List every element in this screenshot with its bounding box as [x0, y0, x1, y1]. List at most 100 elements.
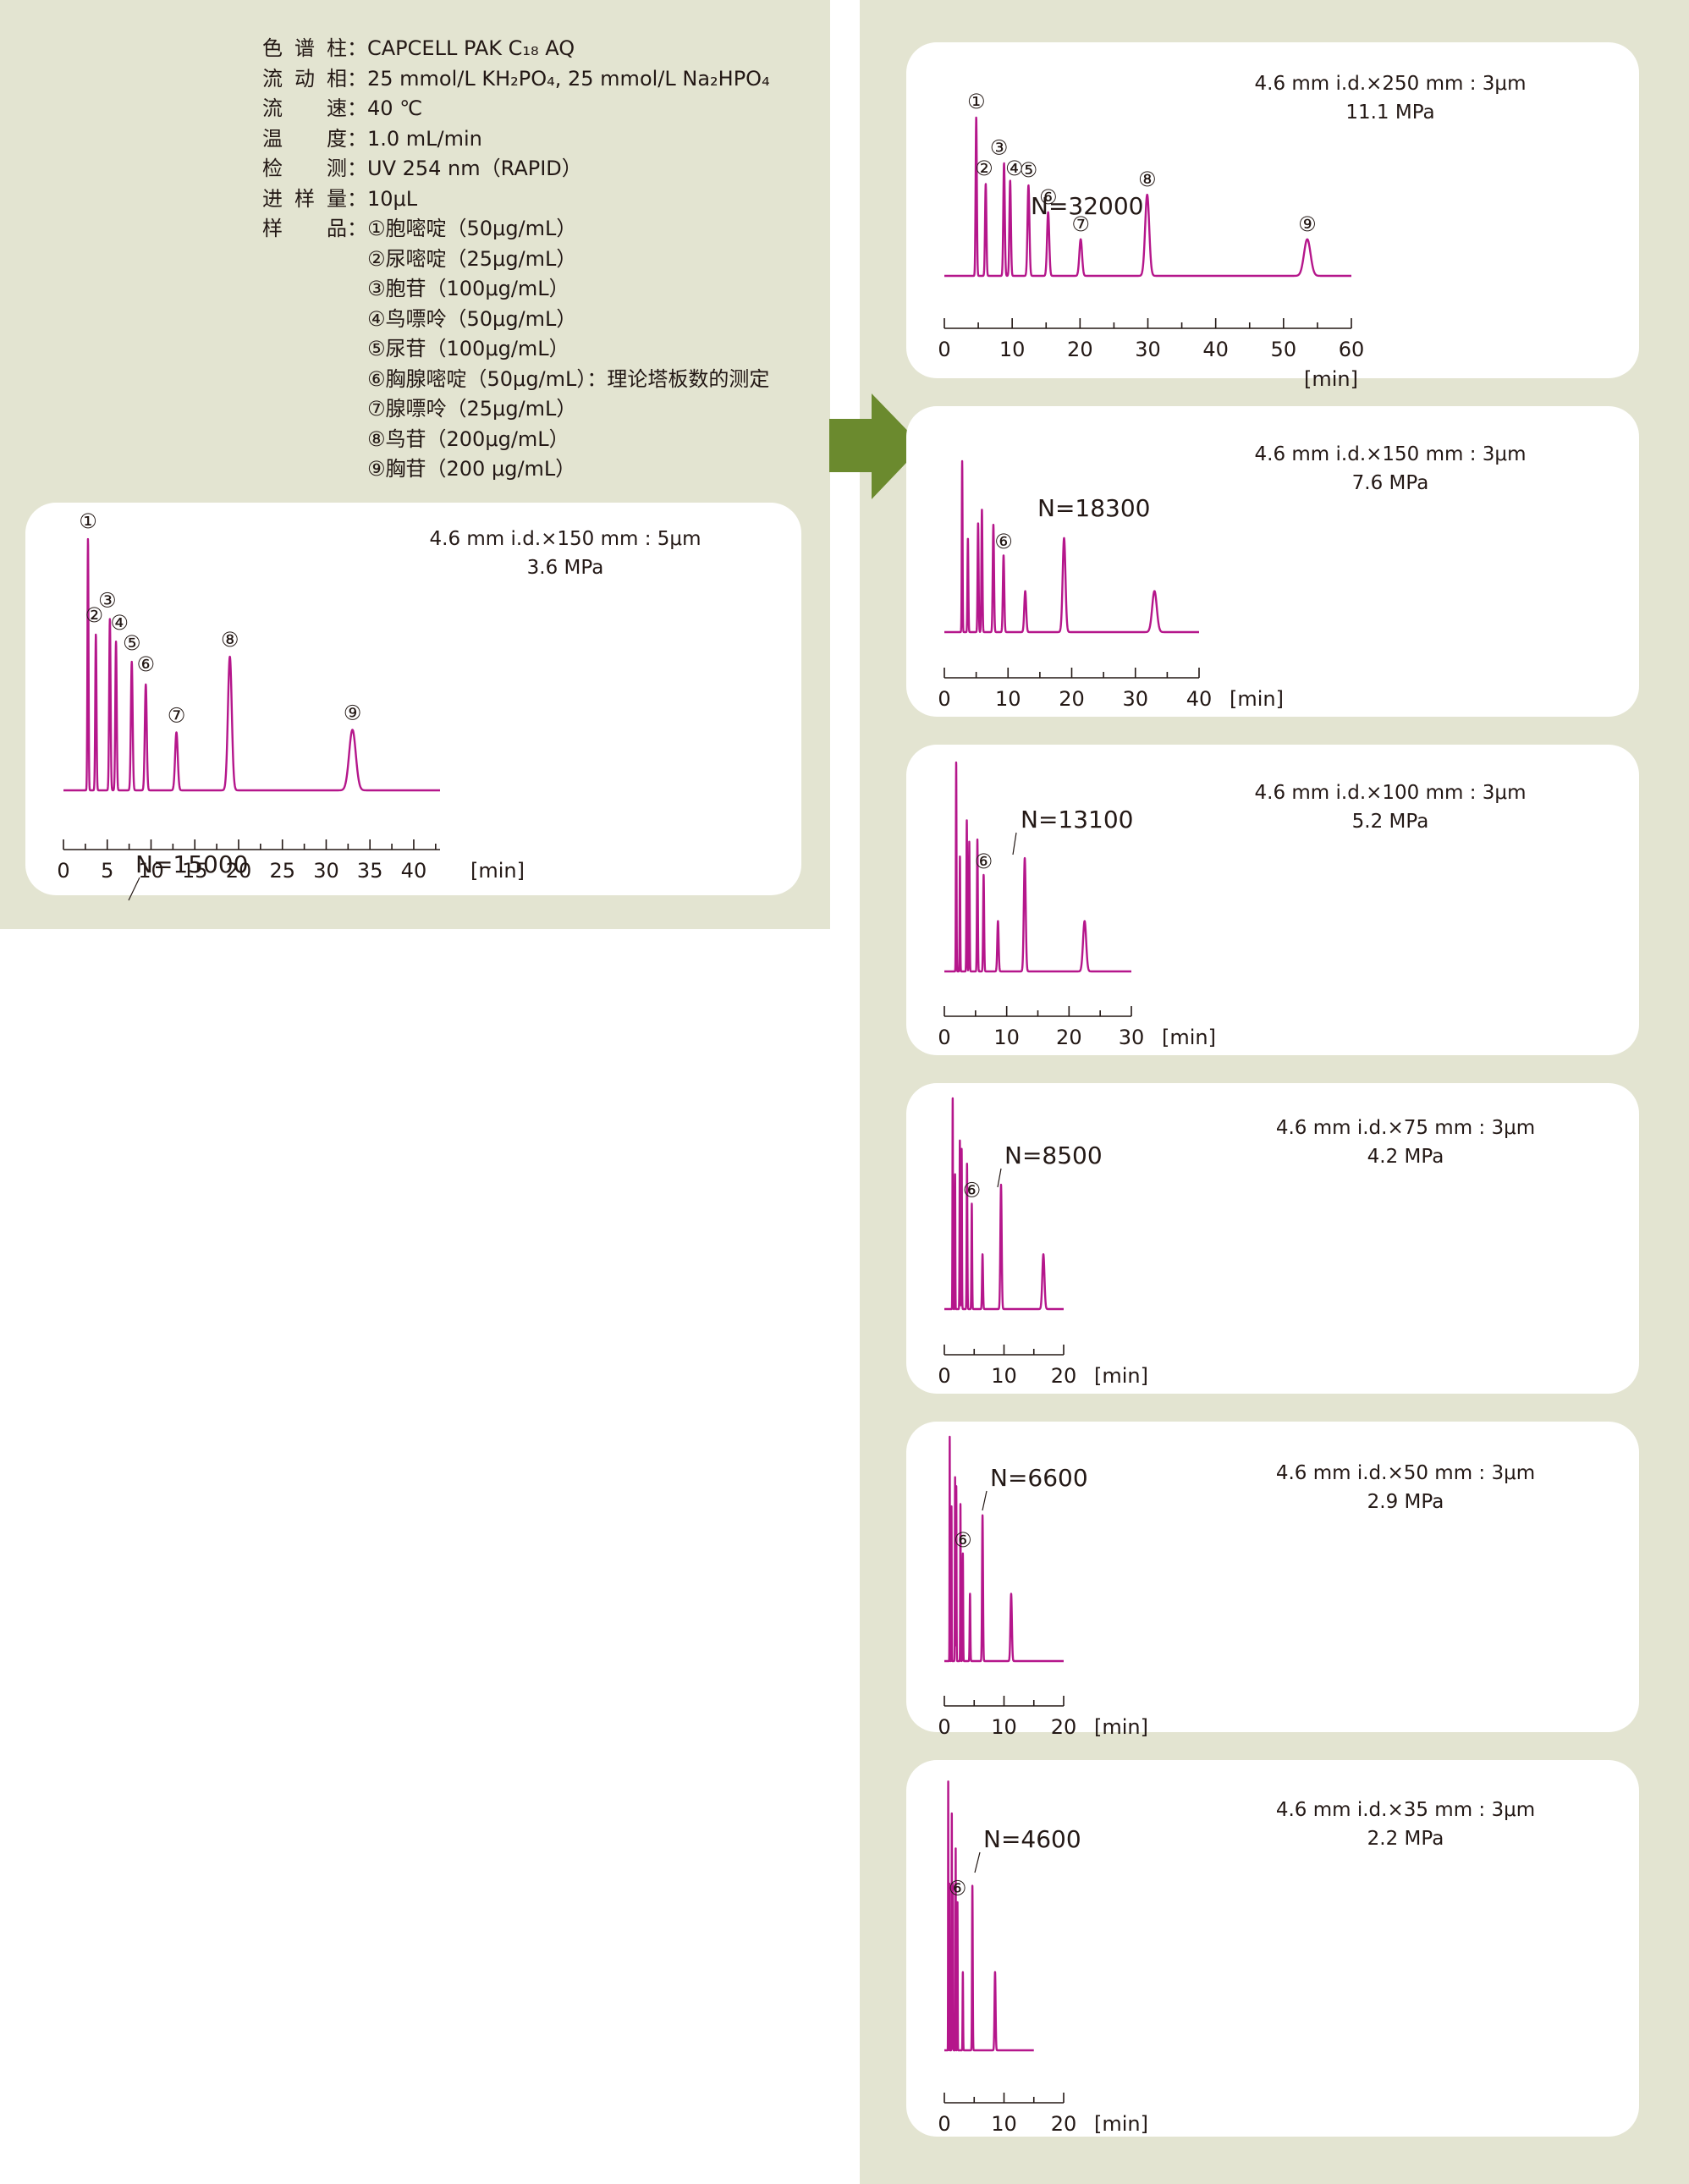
x-tick-label: 0: [938, 1026, 950, 1049]
panel-column-spec: 4.6 mm i.d.×50 mm : 3μm: [1275, 1462, 1536, 1484]
conditions-block: 色谱柱 ： CAPCELL PAK C₁₈ AQ 流动相 ： 25 mmol/L…: [262, 34, 770, 485]
x-tick-label: 10: [991, 1715, 1017, 1739]
x-unit-label: [min]: [1094, 1715, 1148, 1739]
arrow-right-icon: [829, 393, 922, 499]
chromatogram-trace: [943, 1780, 1035, 2052]
panel-column-spec: 4.6 mm i.d.×150 mm : 5μm: [429, 528, 701, 550]
sample-item: ⑥胸腺嘧啶（50μg/mL）：理论塔板数的测定: [367, 366, 770, 391]
plate-number-label: N=4600: [983, 1825, 1081, 1853]
condition-label: 样 品: [262, 217, 347, 240]
condition-value: 25 mmol/L KH₂PO₄, 25 mmol/L Na₂HPO₄: [367, 66, 770, 91]
x-tick-label: 40: [1202, 338, 1229, 361]
x-tick-label: 10: [999, 338, 1026, 361]
plate-number-leader: [982, 1490, 988, 1511]
x-tick-label: 20: [1067, 338, 1093, 361]
condition-value: UV 254 nm（RAPID）: [367, 157, 582, 180]
peak-label: ⑦: [168, 704, 186, 728]
x-tick-label: 40: [1186, 687, 1213, 711]
sample-list: ①胞嘧啶（50μg/mL） ②尿嘧啶（25μg/mL） ③胞苷（100μg/mL…: [367, 214, 769, 485]
plate-number-label: N=6600: [990, 1464, 1088, 1492]
chromatogram-trace: [943, 459, 1201, 634]
peak-label: ⑥: [1039, 185, 1058, 209]
peak-label: ⑥: [137, 652, 156, 676]
condition-colon: ：: [347, 36, 367, 60]
x-tick-label: 10: [993, 1026, 1020, 1049]
condition-label: 色谱柱: [262, 36, 347, 60]
panel-column-spec: 4.6 mm i.d.×100 mm : 3μm: [1254, 782, 1527, 804]
chromatogram-plot: ⑥ N=6600 0 10 20 [min]: [938, 1435, 1148, 1739]
condition-row-temperature: 温 度 ： 1.0 mL/min: [262, 124, 770, 155]
condition-row-injection: 进样量 ： 10μL: [262, 184, 770, 215]
panel-pressure: 4.2 MPa: [1367, 1146, 1444, 1168]
peak-label: ⑨: [1298, 212, 1317, 236]
plate-number-label: N=18300: [1037, 494, 1150, 522]
x-tick-label: 35: [357, 859, 383, 883]
sample-item: ⑧鸟苷（200μg/mL）: [367, 426, 569, 451]
plate-number-leader: [974, 1851, 981, 1873]
panel-title: 4.6 mm i.d.×100 mm : 3μm 5.2 MPa: [1170, 778, 1610, 836]
x-tick-label: 30: [1122, 687, 1148, 711]
condition-label: 进样量: [262, 186, 347, 211]
peak-label: ③: [990, 136, 1009, 160]
panel-column-spec: 4.6 mm i.d.×75 mm : 3μm: [1275, 1117, 1536, 1139]
condition-label: 流动相: [262, 66, 347, 91]
panel-title: 4.6 mm i.d.×150 mm : 3μm 7.6 MPa: [1170, 440, 1610, 498]
x-unit-label: [min]: [1094, 1364, 1148, 1388]
peak-label: ②: [85, 603, 104, 627]
condition-value: CAPCELL PAK C₁₈ AQ: [367, 36, 575, 60]
condition-colon: ：: [347, 186, 367, 211]
panel-pressure: 3.6 MPa: [526, 557, 604, 579]
condition-value: 1.0 mL/min: [367, 126, 482, 151]
condition-label: 检 测: [262, 157, 347, 180]
x-tick-label: 20: [1056, 1026, 1082, 1049]
x-tick-label: 60: [1339, 338, 1365, 361]
sample-item: ⑨胸苷（200 μg/mL）: [367, 457, 576, 481]
peak-label: ⑥: [975, 850, 993, 873]
condition-row-samples: 样 品 ： ①胞嘧啶（50μg/mL） ②尿嘧啶（25μg/mL） ③胞苷（10…: [262, 214, 770, 485]
sample-item: ④鸟嘌呤（50μg/mL）: [367, 306, 577, 331]
peak-label: ③: [98, 588, 117, 612]
panel-pressure: 5.2 MPa: [1351, 811, 1429, 833]
x-unit-label: [min]: [1094, 2112, 1148, 2136]
peak-label: ⑤: [123, 631, 141, 655]
sample-item: ⑦腺嘌呤（25μg/mL）: [367, 397, 577, 421]
peak-label: ①: [967, 90, 986, 113]
peak-label: ⑥: [963, 1179, 982, 1202]
peak-label: ④: [1005, 157, 1024, 180]
condition-colon: ：: [347, 66, 367, 91]
peak-label: ⑧: [1138, 168, 1157, 191]
x-tick-label: 40: [401, 859, 427, 883]
chromatogram-plot: ⑥ N=4600 0 10 20 [min]: [938, 1780, 1148, 2136]
x-tick-label: 0: [938, 1364, 950, 1388]
x-tick-label: 10: [991, 1364, 1017, 1388]
plate-number-label: N=15000: [135, 850, 248, 878]
plate-number-label: N=13100: [1021, 806, 1133, 833]
condition-colon: ：: [347, 96, 367, 120]
chromatogram-panel-35mm-3um: 4.6 mm i.d.×35 mm : 3μm 2.2 MPa ⑥ N=4600 0…: [906, 1760, 1639, 2137]
sample-item: ③胞苷（100μg/mL）: [367, 277, 569, 300]
plate-number-leader: [1012, 832, 1017, 855]
chromatogram-trace: [944, 116, 1352, 278]
peak-label: ②: [975, 157, 993, 180]
peak-label: ⑧: [221, 628, 239, 652]
condition-row-column: 色谱柱 ： CAPCELL PAK C₁₈ AQ: [262, 34, 770, 64]
panel-title: 4.6 mm i.d.×75 mm : 3μm 4.2 MPa: [1186, 1114, 1626, 1171]
plate-number-label: N=8500: [1004, 1142, 1103, 1169]
x-tick-label: 0: [938, 1715, 950, 1739]
plate-number-label: N=32000: [1031, 192, 1143, 220]
panel-pressure: 2.2 MPa: [1367, 1828, 1444, 1850]
x-unit-label: [min]: [1304, 367, 1358, 391]
chromatogram-plot: ⑥ N=18300 0 10 20 30 40 [min]: [938, 459, 1284, 711]
condition-label: 流 速: [262, 96, 347, 120]
x-tick-label: 10: [995, 687, 1021, 711]
chromatogram-panel-75mm-3um: 4.6 mm i.d.×75 mm : 3μm 4.2 MPa ⑥ N=8500 0…: [906, 1083, 1639, 1394]
panel-pressure: 2.9 MPa: [1367, 1491, 1444, 1513]
chromatogram-trace: [943, 1097, 1065, 1311]
panel-column-spec: 4.6 mm i.d.×250 mm : 3μm: [1254, 73, 1527, 95]
x-tick-label: 5: [101, 859, 113, 883]
peak-label: ⑤: [1020, 158, 1038, 182]
panel-title: 4.6 mm i.d.×50 mm : 3μm 2.9 MPa: [1186, 1459, 1626, 1516]
chromatogram-panel-50mm-3um: 4.6 mm i.d.×50 mm : 3μm 2.9 MPa ⑥ N=6600 0…: [906, 1422, 1639, 1739]
condition-colon: ：: [347, 126, 367, 151]
